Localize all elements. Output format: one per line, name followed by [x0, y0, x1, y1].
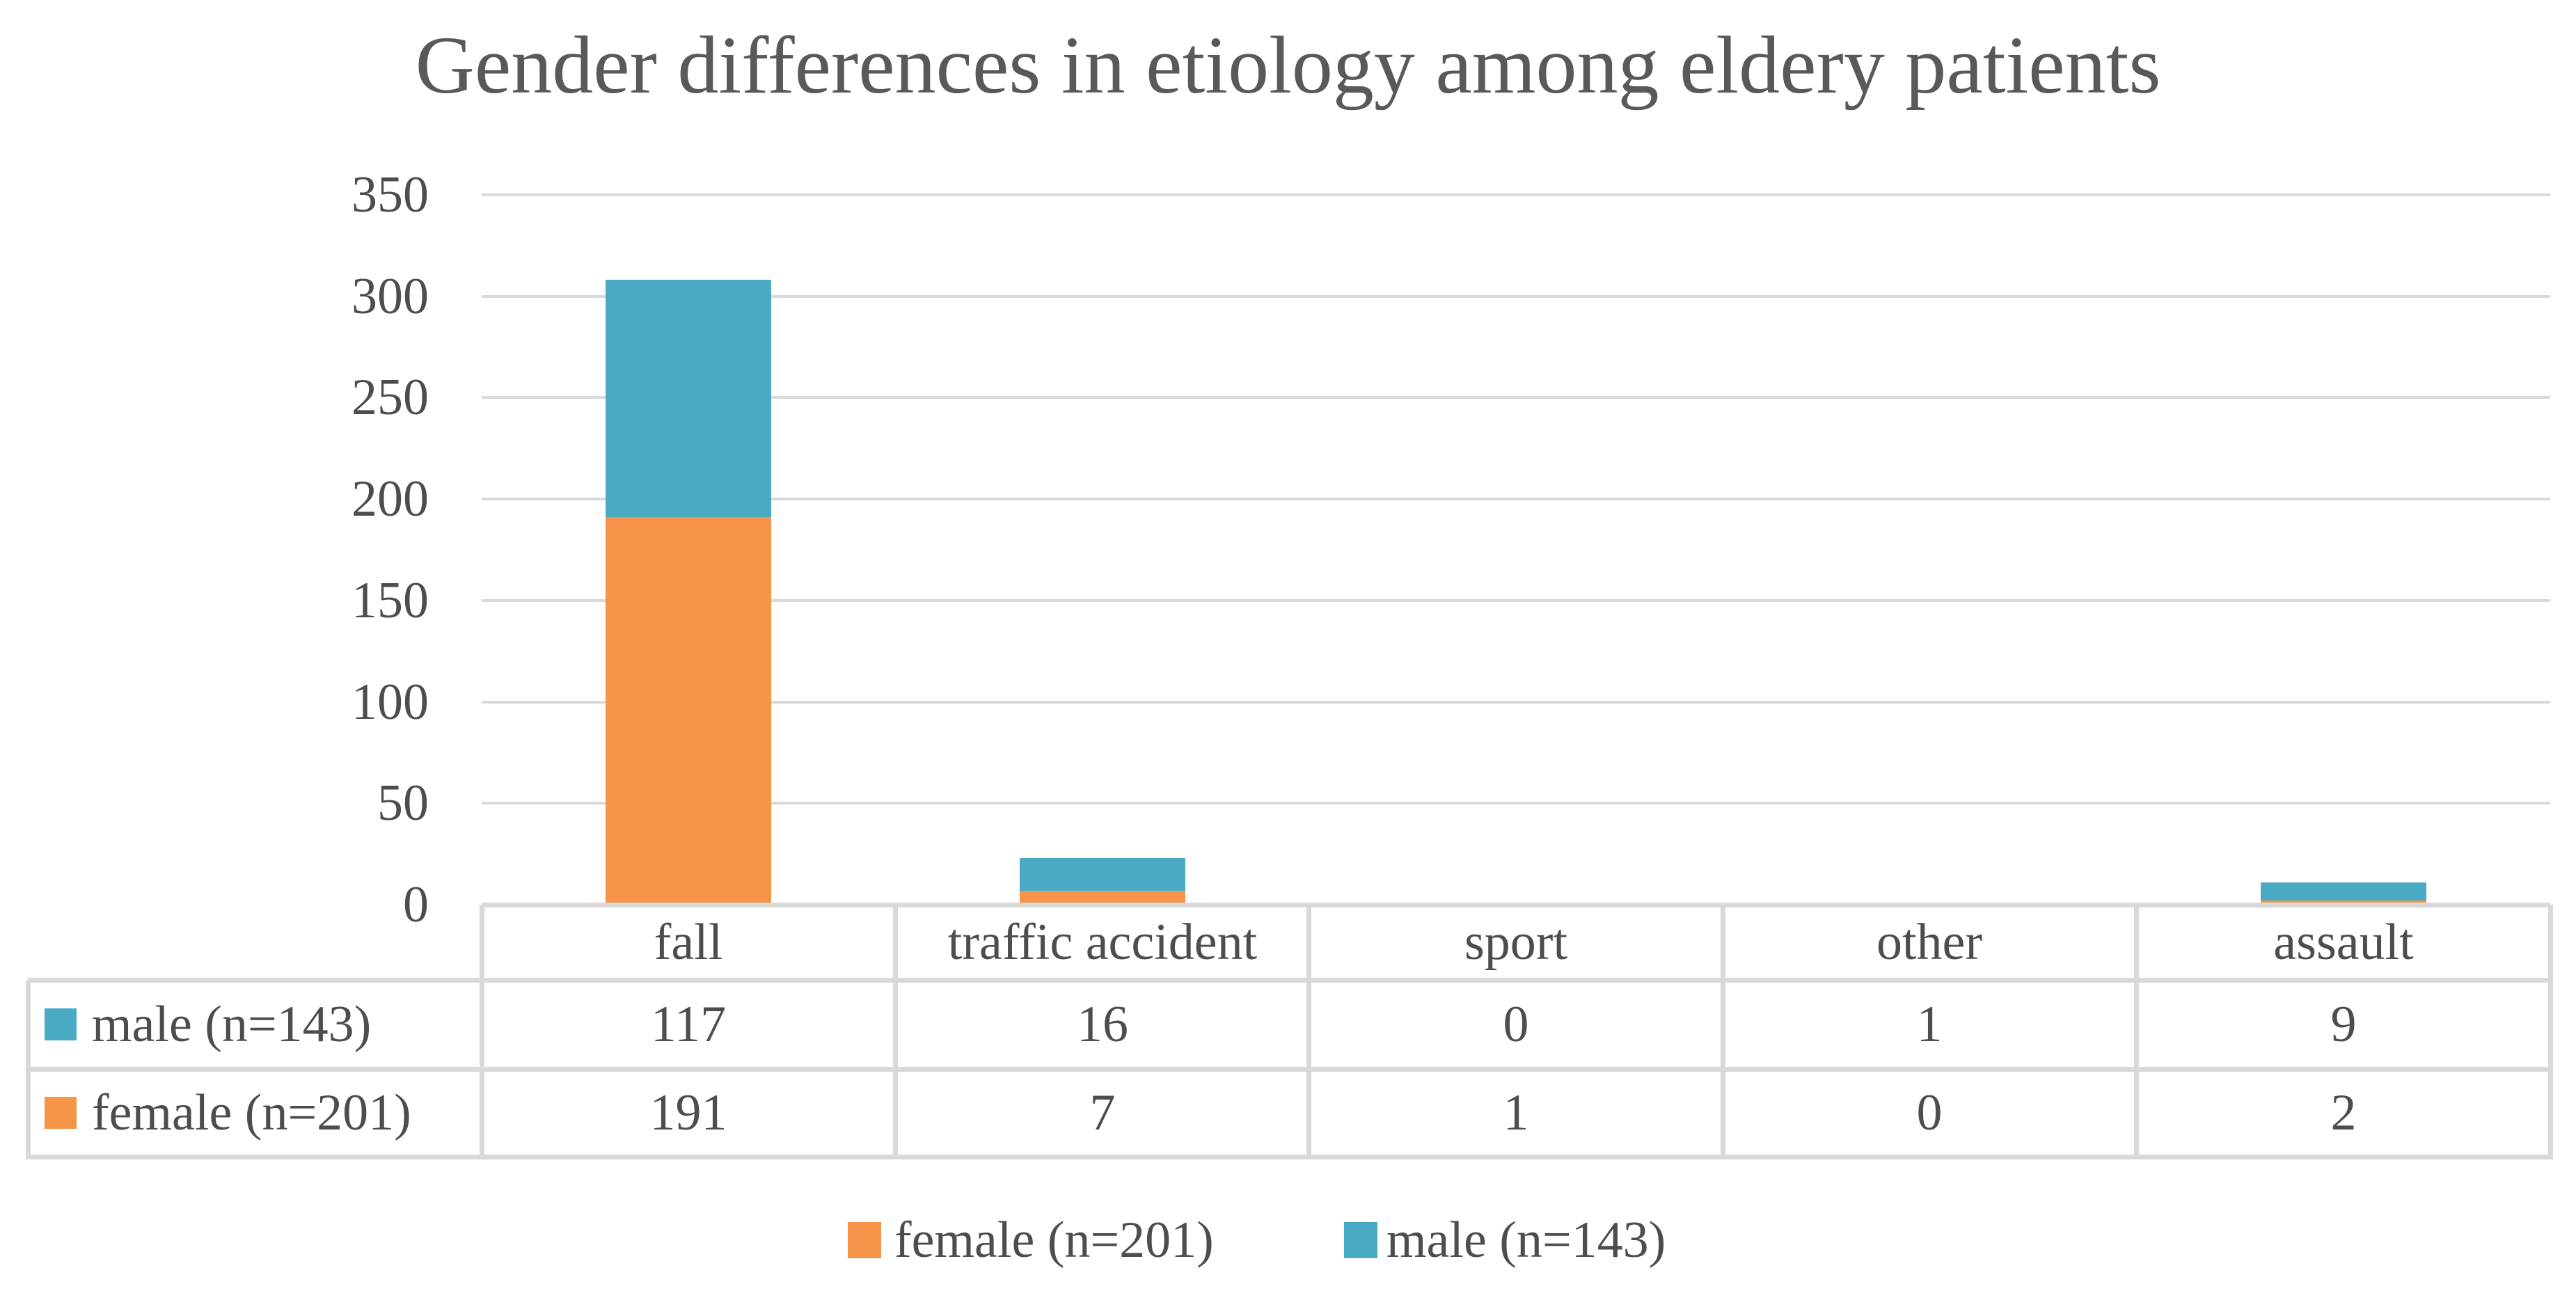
bar-assault-male-segment — [2261, 882, 2426, 901]
y-axis-tick-100: 100 — [351, 674, 429, 731]
female-series-swatch — [45, 1097, 77, 1129]
y-axis-tick-250: 250 — [351, 369, 429, 426]
table-cell-female-assault: 2 — [2330, 1084, 2357, 1141]
table-cell-female-fall: 191 — [649, 1084, 727, 1141]
table-cell-male-traffic-accident: 16 — [1077, 996, 1128, 1053]
x-axis-line — [482, 903, 2550, 907]
table-border-col-1 — [893, 905, 898, 1159]
table-cell-female-traffic-accident: 7 — [1089, 1084, 1116, 1141]
table-row-label-female: female (n=201) — [92, 1084, 411, 1141]
legend-label-male: male (n=143) — [1386, 1212, 1666, 1269]
table-row-label-male: male (n=143) — [92, 996, 372, 1053]
table-border-col-2 — [1306, 905, 1311, 1159]
table-cell-male-fall: 117 — [650, 996, 727, 1053]
gridline-100 — [482, 701, 2550, 704]
y-axis-tick-0: 0 — [403, 876, 429, 933]
y-axis-tick-300: 300 — [351, 268, 429, 325]
y-axis-tick-50: 50 — [377, 775, 429, 832]
y-axis-tick-350: 350 — [351, 166, 429, 223]
gridline-250 — [482, 396, 2550, 399]
table-cell-male-other: 1 — [1916, 996, 1943, 1053]
table-border-row2 — [28, 1067, 2550, 1072]
table-border-col-4 — [2134, 905, 2139, 1159]
male-series-swatch — [45, 1008, 77, 1040]
legend-swatch-male — [1344, 1222, 1377, 1258]
gridline-350 — [482, 193, 2550, 196]
gridline-300 — [482, 295, 2550, 298]
bar-fall-male-segment — [606, 280, 771, 517]
chart-title: Gender differences in etiology among eld… — [415, 19, 2161, 111]
gridline-50 — [482, 802, 2550, 804]
gridline-150 — [482, 599, 2550, 602]
table-border-col-3 — [1721, 905, 1725, 1159]
table-cell-male-assault: 9 — [2330, 996, 2357, 1053]
legend-label-female: female (n=201) — [894, 1212, 1214, 1269]
table-header-fall: fall — [654, 914, 723, 971]
y-axis-tick-200: 200 — [351, 470, 429, 528]
bar-traffic-accident-male-segment — [1020, 858, 1185, 891]
table-border-bottom — [28, 1155, 2550, 1159]
table-header-other: other — [1876, 914, 1983, 971]
bar-fall-female-segment — [606, 517, 771, 905]
table-cell-female-sport: 1 — [1503, 1084, 1529, 1141]
table-header-traffic-accident: traffic accident — [947, 914, 1258, 971]
table-cell-female-other: 0 — [1916, 1084, 1943, 1141]
table-header-assault: assault — [2273, 914, 2414, 971]
gridline-200 — [482, 498, 2550, 500]
y-axis-tick-150: 150 — [351, 572, 429, 629]
table-border-row1 — [28, 978, 2550, 983]
bar-traffic-accident-female-segment — [1020, 891, 1185, 905]
table-header-sport: sport — [1464, 914, 1567, 971]
table-cell-male-sport: 0 — [1503, 996, 1529, 1053]
legend-swatch-female — [848, 1222, 881, 1258]
table-border-col-5 — [2548, 905, 2553, 1159]
table-border-left — [26, 980, 31, 1159]
table-border-col-0 — [480, 905, 484, 1159]
